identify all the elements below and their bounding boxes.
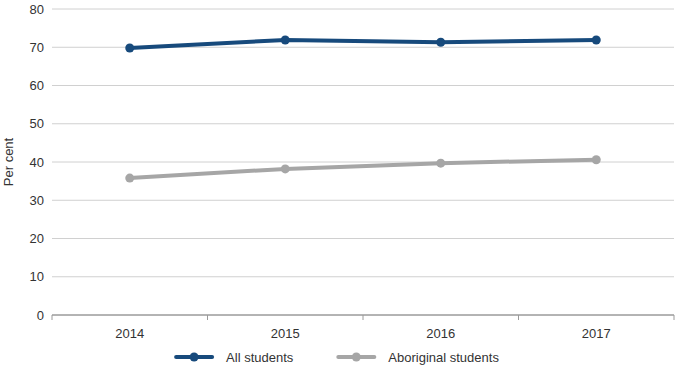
- x-band-tick: [207, 315, 208, 320]
- x-tick-label: 2017: [582, 326, 611, 341]
- x-tick-label: 2015: [271, 326, 300, 341]
- y-tick-label: 30: [30, 193, 44, 208]
- grid-line: [52, 276, 674, 277]
- y-tick-label: 80: [30, 2, 44, 17]
- series-line: [130, 40, 597, 48]
- legend-item: All students: [176, 350, 294, 365]
- series-marker: [436, 159, 445, 168]
- legend-marker: [352, 353, 361, 362]
- plot-area: [125, 35, 601, 182]
- legend-item: Aboriginal students: [338, 350, 499, 365]
- series-marker: [592, 35, 601, 44]
- series-marker: [125, 44, 134, 53]
- y-tick-label: 40: [30, 155, 44, 170]
- grid-line: [52, 123, 674, 124]
- series-line: [130, 160, 597, 178]
- y-tick-label: 10: [30, 269, 44, 284]
- x-band-tick: [52, 315, 53, 320]
- series-marker: [592, 155, 601, 164]
- x-band-tick: [674, 315, 675, 320]
- y-tick-label: 70: [30, 40, 44, 55]
- y-tick-label: 20: [30, 231, 44, 246]
- y-tick-label: 0: [37, 308, 44, 323]
- x-tick-label: 2014: [115, 326, 144, 341]
- series-marker: [436, 38, 445, 47]
- legend: All students Aboriginal students: [176, 350, 499, 365]
- series-marker: [281, 164, 290, 173]
- grid-line: [52, 9, 674, 10]
- chart-container: 0 10 20 30 40 50 60 70 80 2014 2015 2016 2017 Per cen…: [0, 0, 675, 375]
- y-axis-label: Per cent: [1, 137, 16, 186]
- grid-line: [52, 200, 674, 201]
- x-band-tick: [363, 315, 364, 320]
- y-tick-label: 60: [30, 78, 44, 93]
- x-tick-label: 2016: [426, 326, 455, 341]
- y-tick-label: 50: [30, 116, 44, 131]
- series-marker: [281, 35, 290, 44]
- grid-line: [52, 85, 674, 86]
- grid-line: [52, 238, 674, 239]
- legend-label: All students: [226, 350, 294, 365]
- x-band-tick: [518, 315, 519, 320]
- series-marker: [125, 174, 134, 183]
- legend-marker: [190, 353, 199, 362]
- chart-svg: 0 10 20 30 40 50 60 70 80 2014 2015 2016 2017 Per cen…: [0, 0, 675, 375]
- legend-label: Aboriginal students: [388, 350, 499, 365]
